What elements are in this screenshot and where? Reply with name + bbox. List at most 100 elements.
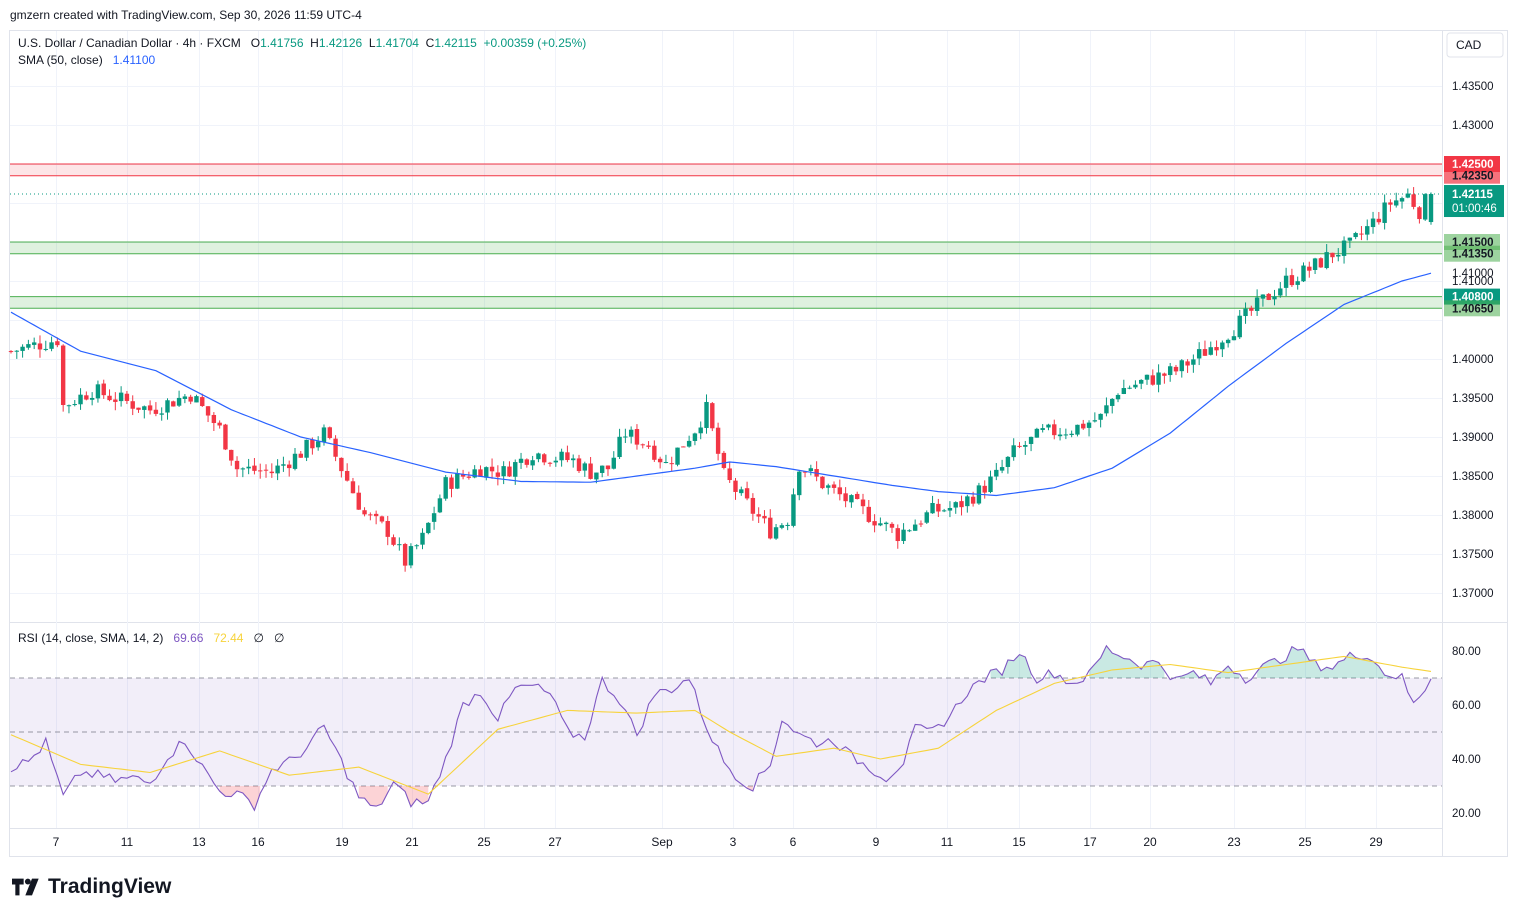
candle-body xyxy=(1295,281,1300,285)
time-tick-label: 11 xyxy=(941,835,954,849)
candle xyxy=(501,461,506,485)
candle xyxy=(947,501,953,518)
candle xyxy=(675,447,680,467)
candle-body xyxy=(1307,266,1312,271)
candle-body xyxy=(263,469,269,471)
countdown-label: 01:00:46 xyxy=(1452,203,1497,215)
candle-body xyxy=(553,460,559,463)
attribution-text: gmzern created with TradingView.com, Sep… xyxy=(10,8,362,22)
candle-body xyxy=(240,468,246,470)
candle xyxy=(1046,423,1051,431)
candle-body xyxy=(1185,361,1190,366)
candle-body xyxy=(1423,194,1428,220)
candle xyxy=(310,437,315,455)
time-tick-label: 15 xyxy=(1012,835,1026,849)
candle-body xyxy=(1046,424,1051,428)
candle-body xyxy=(582,463,587,471)
rsi-label[interactable]: RSI (14, close, SMA, 14, 2) xyxy=(18,631,164,645)
candle xyxy=(837,479,843,501)
candle xyxy=(20,344,25,358)
candle-body xyxy=(1214,347,1219,351)
candle xyxy=(43,340,48,352)
candle-body xyxy=(1272,296,1277,300)
candle-body xyxy=(275,465,280,474)
candle xyxy=(1278,282,1283,298)
candle-body xyxy=(611,457,616,469)
candle-body xyxy=(634,429,640,445)
candle xyxy=(646,441,651,449)
candle xyxy=(762,510,767,524)
candle xyxy=(524,458,530,468)
time-tick-label: 9 xyxy=(873,835,880,849)
candle xyxy=(582,461,587,477)
candle-body xyxy=(1063,434,1069,436)
candle-body xyxy=(837,487,843,495)
price-zones xyxy=(10,163,1442,309)
candle-body xyxy=(397,544,402,546)
candle-body xyxy=(988,476,993,493)
candle-body xyxy=(159,413,164,415)
open-value: 1.41756 xyxy=(260,36,304,50)
zone-price-tag xyxy=(1444,300,1500,317)
candle xyxy=(72,400,77,407)
sma-label[interactable]: SMA (50, close) xyxy=(18,53,103,67)
time-tick-label: Sep xyxy=(651,835,673,849)
price-legend: U.S. Dollar / Canadian Dollar · 4h · FXC… xyxy=(18,35,586,69)
candle xyxy=(1191,354,1196,373)
candle-body xyxy=(1254,297,1260,311)
candle xyxy=(37,335,43,358)
last-price-tag xyxy=(1444,185,1504,218)
candle xyxy=(287,460,292,477)
close-value: 1.42115 xyxy=(434,36,477,50)
candle-body xyxy=(1098,413,1103,420)
candle-body xyxy=(95,384,101,399)
price-tick-label: 1.40000 xyxy=(1452,354,1494,366)
tradingview-logo-icon xyxy=(12,878,39,896)
candle-body xyxy=(1191,359,1196,365)
candle xyxy=(153,402,159,417)
candle xyxy=(1202,340,1208,356)
candle-body xyxy=(883,522,889,525)
candle xyxy=(78,388,83,410)
tradingview-brand[interactable]: TradingView xyxy=(12,875,171,899)
rsi-overbought-fill xyxy=(990,654,1032,678)
candle xyxy=(953,501,958,514)
candle-body xyxy=(1005,456,1011,467)
candle-body xyxy=(37,343,43,350)
candle xyxy=(1382,194,1387,230)
candle-body xyxy=(588,463,593,479)
candle xyxy=(136,407,141,413)
candle-body xyxy=(727,468,732,481)
candle-body xyxy=(768,517,773,539)
candle xyxy=(901,523,906,544)
candle-body xyxy=(402,543,408,566)
candle-body xyxy=(269,471,275,474)
candle xyxy=(744,481,750,501)
candle-body xyxy=(1394,200,1399,206)
candle xyxy=(628,426,634,444)
legend-row-sma: SMA (50, close) 1.41100 xyxy=(18,52,586,69)
candle xyxy=(936,498,941,518)
candle xyxy=(1220,340,1225,358)
candle-body xyxy=(147,405,153,411)
candle-body xyxy=(1011,445,1016,458)
candle xyxy=(1110,398,1115,414)
candle xyxy=(339,457,344,478)
candle xyxy=(443,475,448,501)
candle-body xyxy=(1336,254,1341,257)
candle xyxy=(55,337,60,348)
candle-body xyxy=(820,476,825,489)
candle-body xyxy=(936,503,941,512)
candle-body xyxy=(1278,288,1283,296)
candle xyxy=(118,386,124,407)
symbol-label[interactable]: U.S. Dollar / Canadian Dollar · 4h · FXC… xyxy=(18,36,241,50)
candle-body xyxy=(686,440,692,447)
candle-body xyxy=(571,458,576,461)
candle-body xyxy=(1225,339,1231,344)
candle xyxy=(1052,419,1057,440)
candlestick-series xyxy=(8,187,1434,572)
candle-body xyxy=(646,445,651,447)
time-tick-label: 23 xyxy=(1227,835,1241,849)
candle-body xyxy=(14,350,19,352)
